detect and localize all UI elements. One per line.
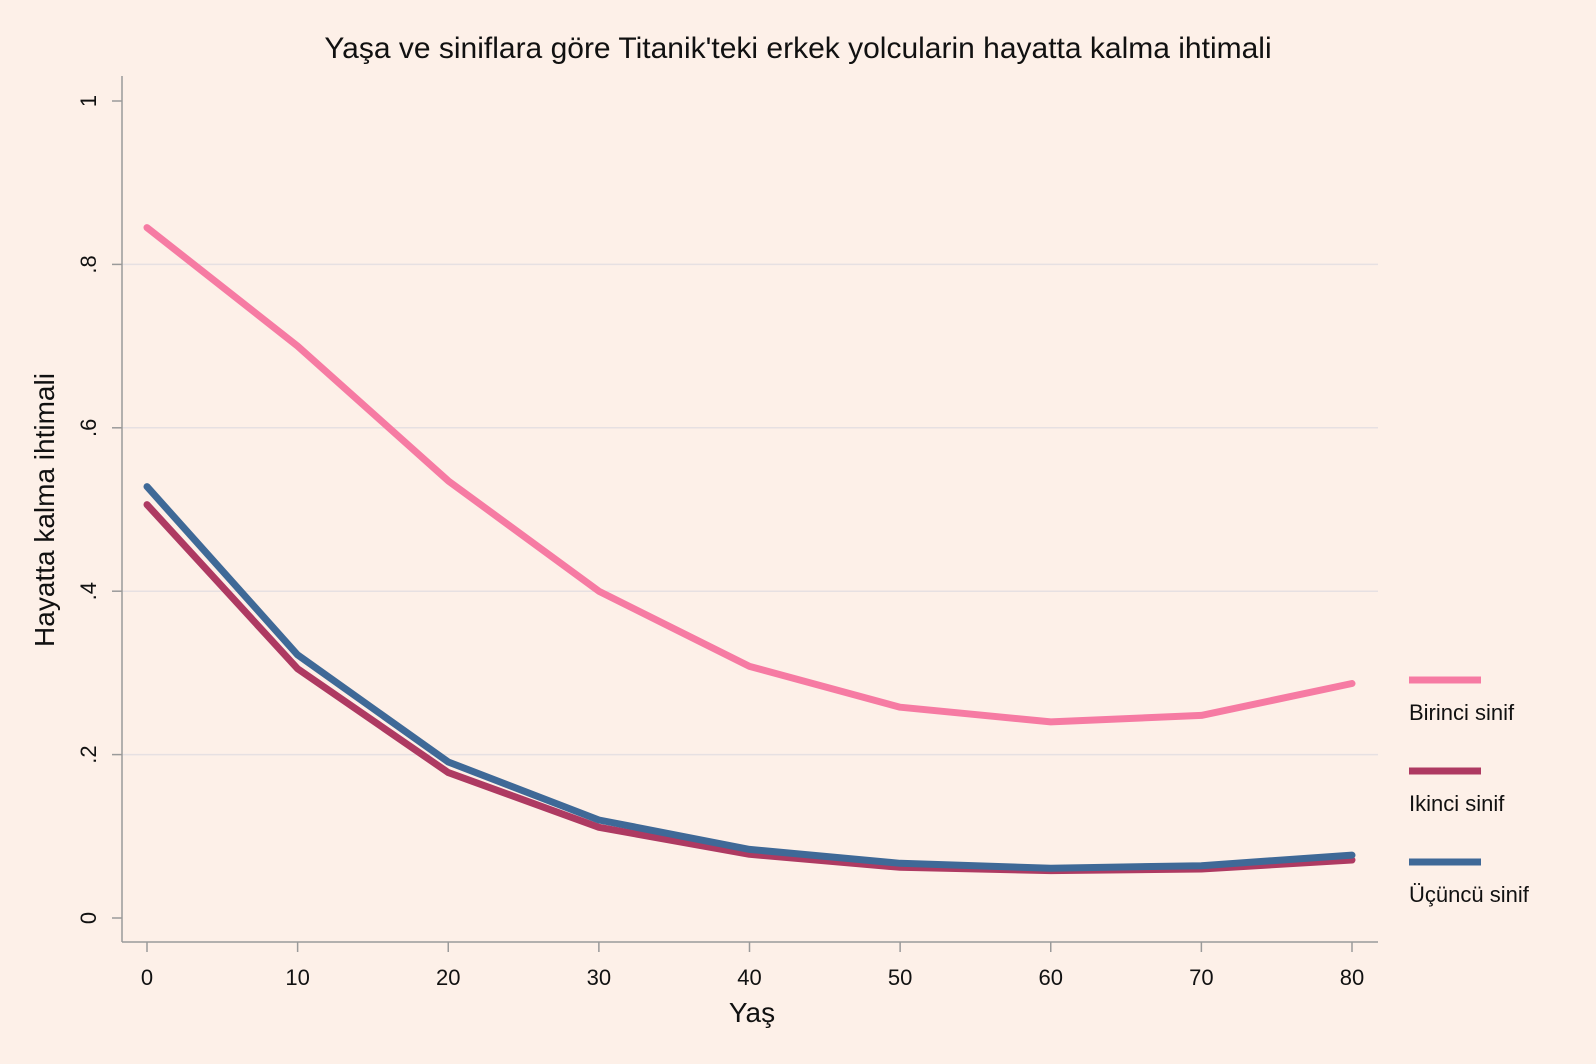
axes xyxy=(121,76,1378,943)
chart-title: Yaşa ve siniflara göre Titanik'teki erke… xyxy=(324,32,1271,65)
series-line-2 xyxy=(143,501,1356,875)
y-tick-label: .2 xyxy=(76,745,101,763)
y-ticks: 0 .2 .4 .6 .8 1 xyxy=(76,95,122,924)
y-tick-label: .4 xyxy=(76,582,101,600)
y-tick-label: 0 xyxy=(76,912,101,924)
x-tick-label: 80 xyxy=(1340,965,1364,990)
series-line-3 xyxy=(143,483,1356,872)
x-tick-label: 50 xyxy=(888,965,912,990)
x-tick-label: 30 xyxy=(587,965,611,990)
series-lines xyxy=(143,224,1356,875)
y-tick-label: .6 xyxy=(76,419,101,437)
legend-label: Birinci sinif xyxy=(1409,700,1515,725)
series-line-1 xyxy=(143,224,1356,726)
x-tick-label: 10 xyxy=(285,965,309,990)
x-tick-label: 70 xyxy=(1189,965,1213,990)
x-axis-title: Yaş xyxy=(729,997,775,1028)
x-tick-label: 40 xyxy=(737,965,761,990)
y-tick-label: 1 xyxy=(76,95,101,107)
x-tick-label: 60 xyxy=(1039,965,1063,990)
x-tick-label: 20 xyxy=(436,965,460,990)
y-tick-label: .8 xyxy=(76,255,101,273)
y-axis-title: Hayatta kalma ihtimali xyxy=(29,373,60,647)
x-tick-label: 0 xyxy=(141,965,153,990)
legend: Birinci sinif Ikinci sinif Üçüncü sinif xyxy=(1409,676,1530,907)
x-ticks: 0 10 20 30 40 50 60 70 80 xyxy=(141,942,1364,990)
gridlines xyxy=(122,263,1378,756)
legend-label: Ikinci sinif xyxy=(1409,791,1505,816)
legend-label: Üçüncü sinif xyxy=(1409,882,1530,907)
